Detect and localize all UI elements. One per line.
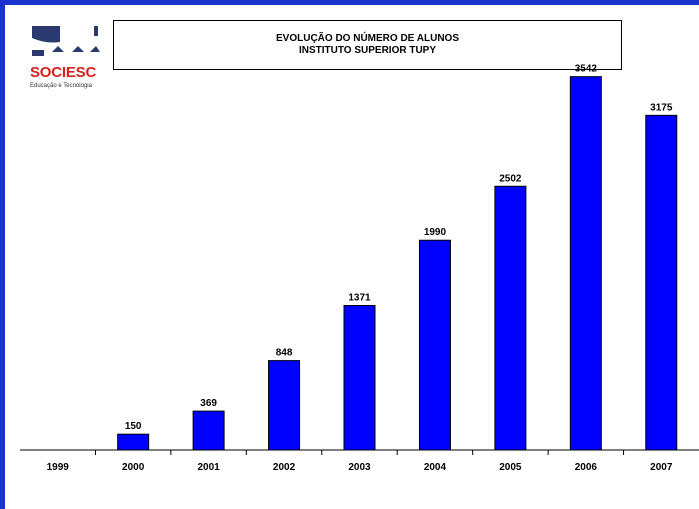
logo-tagline: Educação e Tecnologia [30,83,92,89]
bar-2001 [192,410,225,451]
bar-2005 [494,185,527,451]
x-tick-label-1999: 1999 [47,462,70,473]
chart-title: EVOLUÇÃO DO NÚMERO DE ALUNOS [276,33,459,44]
x-tick-label-2002: 2002 [273,462,296,473]
bar-2007 [645,114,678,451]
logo-brand-text: SOCIESC [30,64,97,81]
bar-2003 [343,304,376,451]
bar-2004 [418,239,451,451]
left-border [0,0,5,509]
data-label-2001: 369 [200,398,217,409]
chart-subtitle: INSTITUTO SUPERIOR TUPY [298,45,437,56]
logo-mark-icon [32,26,100,56]
data-label-2000: 150 [125,421,142,432]
bar-2002 [268,360,301,451]
data-label-2007: 3175 [650,102,673,113]
bar-2006 [569,76,602,451]
data-label-2003: 1371 [348,292,371,303]
x-tick-label-2006: 2006 [575,462,598,473]
data-label-2006: 3542 [575,64,598,75]
bar-2000 [117,433,150,451]
chart-title-box: EVOLUÇÃO DO NÚMERO DE ALUNOS INSTITUTO S… [113,20,622,70]
x-tick-label-2005: 2005 [499,462,522,473]
x-tick-label-2007: 2007 [650,462,673,473]
x-tick-label-2003: 2003 [348,462,371,473]
sociesc-logo: SOCIESC Educação e Tecnologia [30,24,102,94]
data-label-2005: 2502 [499,173,522,184]
x-tick-label-2000: 2000 [122,462,145,473]
data-label-2002: 848 [276,348,293,359]
data-label-2004: 1990 [424,227,447,238]
x-tick-label-2004: 2004 [424,462,447,473]
x-tick-label-2001: 2001 [197,462,220,473]
top-border [0,0,699,5]
